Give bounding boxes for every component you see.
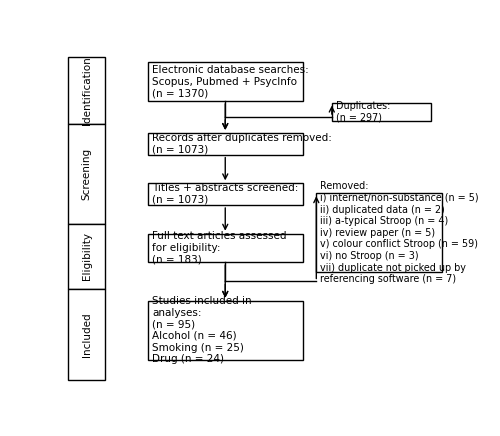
Text: Eligibility: Eligibility bbox=[82, 232, 92, 280]
Text: Full text articles assessed
for eligibility:
(n = 183): Full text articles assessed for eligibil… bbox=[152, 231, 287, 265]
FancyBboxPatch shape bbox=[148, 301, 303, 360]
Text: Included: Included bbox=[82, 312, 92, 357]
FancyBboxPatch shape bbox=[68, 125, 105, 224]
Text: Screening: Screening bbox=[82, 148, 92, 200]
FancyBboxPatch shape bbox=[68, 289, 105, 380]
Text: Identification: Identification bbox=[82, 57, 92, 125]
Text: Duplicates:
(n = 297): Duplicates: (n = 297) bbox=[336, 101, 390, 123]
Text: Studies included in
analyses:
(n = 95)
Alcohol (n = 46)
Smoking (n = 25)
Drug (n: Studies included in analyses: (n = 95) A… bbox=[152, 296, 252, 364]
FancyBboxPatch shape bbox=[68, 224, 105, 289]
Text: Records after duplicates removed:
(n = 1073): Records after duplicates removed: (n = 1… bbox=[152, 133, 332, 155]
Text: Removed:
i) internet/non-substance (n = 5)
ii) duplicated data (n = 2)
iii) a-ty: Removed: i) internet/non-substance (n = … bbox=[320, 181, 479, 284]
FancyBboxPatch shape bbox=[148, 62, 303, 101]
FancyBboxPatch shape bbox=[148, 234, 303, 262]
Text: Electronic database searches:
Scopus, Pubmed + PsycInfo
(n = 1370): Electronic database searches: Scopus, Pu… bbox=[152, 65, 309, 98]
FancyBboxPatch shape bbox=[316, 193, 442, 272]
FancyBboxPatch shape bbox=[68, 58, 105, 125]
FancyBboxPatch shape bbox=[148, 183, 303, 205]
Text: Titles + abstracts screened:
(n = 1073): Titles + abstracts screened: (n = 1073) bbox=[152, 184, 299, 205]
FancyBboxPatch shape bbox=[148, 133, 303, 155]
FancyBboxPatch shape bbox=[332, 102, 430, 121]
